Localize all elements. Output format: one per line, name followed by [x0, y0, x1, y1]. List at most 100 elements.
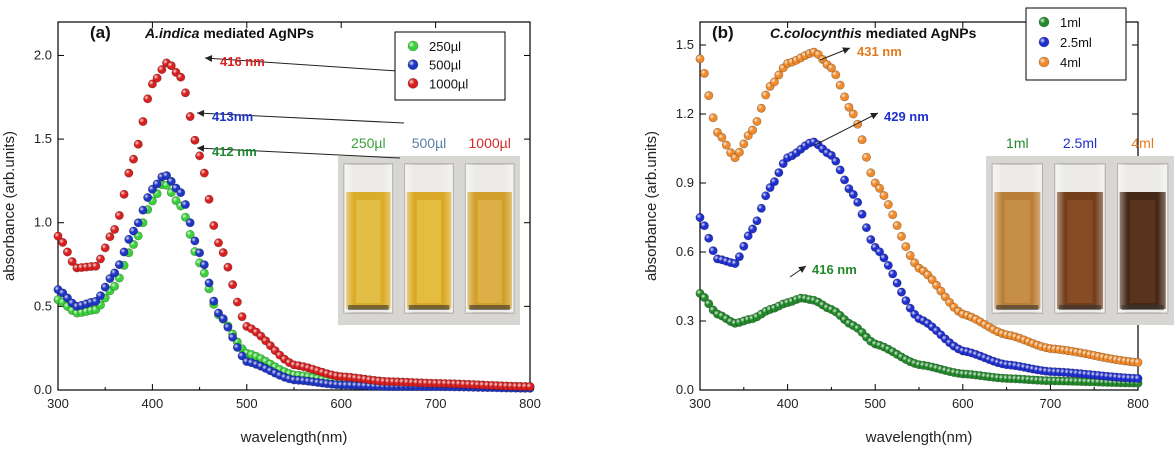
legend: 250µl 500µl 1000µl	[394, 31, 506, 101]
data-point-shine	[866, 235, 876, 244]
data-point-shine	[129, 226, 138, 236]
data-point-shine	[831, 70, 840, 79]
inset-photo: 1ml 2.5ml 4ml	[986, 135, 1174, 325]
data-point-shine	[730, 259, 740, 268]
data-point-shine	[779, 159, 788, 168]
x-tick-label: 400	[142, 396, 164, 411]
data-point-shine	[134, 140, 143, 149]
annotation-label: 429 nm	[884, 109, 929, 124]
y-tick-label: 0.0	[676, 382, 694, 397]
data-point-shine	[148, 79, 157, 89]
chart-title-species: C.colocynthis	[770, 25, 862, 41]
data-point-shine	[748, 224, 757, 234]
data-point-shine	[743, 231, 753, 241]
data-point-shine	[866, 168, 876, 178]
cuvette-glass	[465, 164, 514, 313]
inset-photo: 250µl 500µl 1000µl	[338, 135, 520, 325]
x-tick-label: 500	[864, 396, 886, 411]
data-point-shine	[906, 303, 915, 313]
data-point-shine	[143, 193, 152, 202]
y-tick-label: 0.9	[676, 175, 694, 190]
data-point-shine	[138, 205, 148, 215]
data-point-shine	[840, 175, 849, 185]
data-point-shine	[862, 153, 871, 162]
data-point-shine	[204, 278, 214, 288]
data-point-shine	[765, 183, 775, 192]
data-point-shine	[110, 282, 119, 291]
annotation-label: 431 nm	[857, 44, 902, 59]
legend-label: 4ml	[1060, 55, 1081, 70]
annotation-arrow	[814, 112, 879, 146]
data-point-shine	[884, 261, 893, 270]
data-point-shine	[770, 177, 779, 186]
legend: 1ml 2.5ml 4ml	[1025, 7, 1127, 81]
annotation-arrowhead	[842, 47, 850, 54]
data-point-shine	[200, 168, 209, 178]
cuvette-base	[996, 305, 1039, 310]
cuvette-base	[1058, 305, 1102, 310]
x-tick-label: 700	[1040, 396, 1062, 411]
data-point-shine	[209, 221, 218, 230]
data-point-shine	[119, 190, 129, 199]
chart-panel-a: 300 400 500 600 700 800 wavelength(nm) 0.0 0.5 1.…	[1, 21, 541, 446]
data-point-shine	[181, 200, 190, 209]
data-point-shine	[735, 252, 744, 261]
data-point-shine	[875, 247, 884, 257]
annotation-arrowhead	[197, 109, 205, 117]
data-point-shine	[704, 234, 713, 243]
data-point-shine	[897, 287, 906, 297]
data-point-shine	[844, 103, 854, 112]
data-point-shine	[739, 139, 748, 149]
x-tick-label: 700	[425, 396, 447, 411]
peak-annotation: 413nm	[196, 109, 405, 124]
data-point-shine	[901, 296, 911, 305]
data-point-shine	[96, 291, 105, 300]
panel-label: (a)	[90, 23, 111, 42]
inset-label: 1ml	[1006, 135, 1029, 151]
x-tick-label: 500	[236, 396, 258, 411]
data-point-shine	[91, 297, 100, 306]
data-point-shine	[138, 117, 148, 126]
data-point-shine	[857, 135, 867, 144]
data-point-shine	[770, 77, 779, 87]
chart-title-rest: mediated AgNPs	[862, 25, 977, 41]
data-point-shine	[844, 184, 854, 193]
data-point-shine	[181, 88, 190, 97]
data-point-shine	[162, 171, 171, 180]
y-axis: 0.0 0.5 1.0 1.5 2.0 absorbance (arb.units)	[1, 47, 530, 397]
legend-label: 500µl	[429, 58, 461, 73]
data-point-shine	[204, 195, 214, 204]
legend-marker-shine	[1039, 37, 1049, 47]
data-point-shine	[237, 312, 247, 321]
data-point-shine	[884, 200, 893, 209]
y-tick-label: 0.0	[34, 382, 52, 397]
data-point-shine	[888, 210, 897, 219]
data-point-shine	[774, 168, 784, 177]
data-point-shine	[875, 184, 884, 193]
data-point-shine	[219, 248, 228, 257]
data-point-shine	[849, 109, 858, 119]
cuvette-glass	[1117, 164, 1168, 313]
x-tick-label: 600	[952, 396, 974, 411]
chart-title: C.colocynthis mediated AgNPs	[770, 25, 977, 41]
legend-label: 1ml	[1060, 15, 1081, 30]
data-point-shine	[228, 280, 237, 289]
x-axis-label: wavelength(nm)	[240, 429, 348, 446]
data-point-shine	[63, 247, 72, 257]
data-point-shine	[700, 221, 709, 230]
data-point-shine	[708, 113, 718, 123]
cuvette-glass	[404, 164, 454, 313]
data-point-shine	[176, 188, 185, 197]
series-4ml	[695, 47, 1143, 367]
inset-label: 2.5ml	[1063, 135, 1097, 151]
data-point-shine	[219, 314, 228, 323]
series-2.5ml	[695, 137, 1143, 383]
data-point-shine	[115, 211, 124, 220]
data-point-shine	[700, 69, 709, 78]
data-point-shine	[167, 177, 176, 186]
data-point-shine	[58, 238, 67, 247]
data-point-shine	[835, 80, 845, 90]
data-point-shine	[181, 213, 190, 222]
x-tick-label: 800	[519, 396, 541, 411]
